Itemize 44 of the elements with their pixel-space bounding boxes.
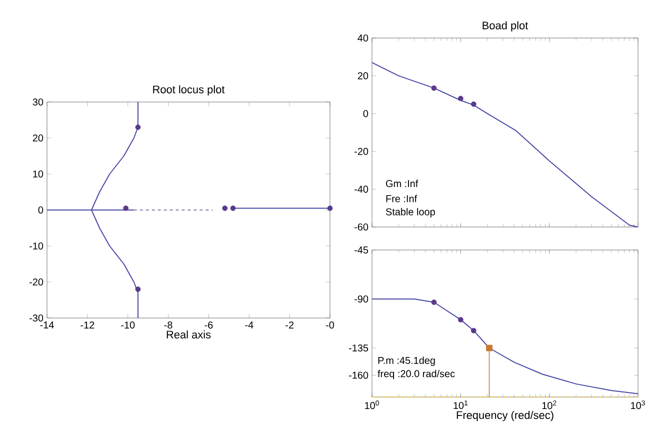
- y-tick-label: -90: [354, 295, 368, 303]
- annotation: Stable loop: [386, 208, 435, 218]
- y-tick-label: -60: [354, 223, 368, 231]
- y-tick-label: -45: [354, 246, 368, 254]
- x-tick-label: -0: [326, 322, 334, 329]
- x-axis-title: Frequency (red/sec): [456, 410, 554, 422]
- y-tick-label: -30: [30, 314, 44, 322]
- chart-title: Boad plot: [482, 21, 528, 32]
- y-tick-label: -20: [354, 148, 368, 155]
- x-tick-label: 10$^{3}$: [631, 400, 645, 410]
- y-tick-label: 20: [32, 134, 44, 142]
- x-tick-label: -12: [80, 322, 94, 328]
- x-tick-label: -10: [121, 322, 135, 329]
- x-tick-label: 10$^{1}$: [454, 400, 468, 410]
- x-tick-label: 10$^{0}$: [365, 400, 379, 410]
- y-tick-label: 0: [38, 206, 44, 214]
- annotation: Fre :Inf: [386, 194, 418, 202]
- point: [230, 206, 236, 211]
- x-tick-label: -2: [286, 322, 294, 328]
- point: [123, 206, 129, 211]
- y-tick-label: -135: [348, 344, 368, 352]
- y-tick-label: 10: [33, 170, 44, 178]
- x-tick-label: -4: [245, 322, 254, 328]
- y-tick-label: -40: [354, 186, 368, 193]
- y-tick-label: -160: [348, 372, 368, 379]
- x-tick-label: 10$^{2}$: [542, 400, 556, 410]
- x-axis-title: Real axis: [166, 330, 211, 338]
- chart-title: Root locus plot: [153, 85, 225, 96]
- x-tick-label: -8: [164, 322, 172, 329]
- y-tick-label: 0: [363, 110, 368, 118]
- y-tick-label: -20: [30, 278, 44, 286]
- annotation: P.m :45.1deg: [378, 356, 435, 366]
- point: [222, 206, 228, 211]
- point: [135, 286, 141, 292]
- y-tick-label: 30: [32, 98, 44, 106]
- annotation: freq :20.0 rad/sec: [378, 370, 455, 380]
- point: [135, 124, 141, 130]
- annotation: Gm :Inf: [386, 180, 418, 188]
- y-tick-label: 20: [358, 72, 368, 80]
- y-tick-label: 40: [358, 34, 368, 42]
- point: [327, 206, 333, 211]
- x-tick-label: -6: [204, 322, 213, 329]
- x-tick-label: -14: [40, 322, 54, 328]
- y-tick-label: -10: [30, 242, 44, 250]
